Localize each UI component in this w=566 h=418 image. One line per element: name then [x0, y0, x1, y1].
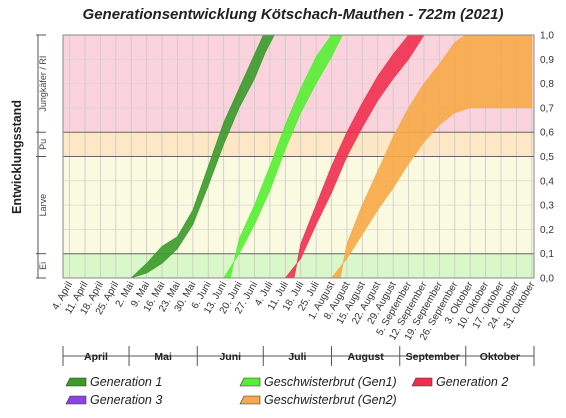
legend-swatch: [65, 395, 87, 405]
y-tick-label: 0,3: [540, 201, 554, 212]
legend-label: Generation 3: [90, 393, 162, 407]
y-tick-label: 0,6: [540, 128, 554, 139]
plot-frame: [62, 34, 535, 279]
stage-label: Larve: [38, 194, 48, 217]
y-tick-label: 0,1: [540, 249, 554, 260]
month-label: Juni: [219, 351, 241, 363]
legend-swatch: [411, 377, 433, 387]
legend-swatch: [65, 377, 87, 387]
month-label: Juli: [288, 351, 306, 363]
y-tick-label: 0,4: [540, 176, 554, 187]
y-tick-label: 1,0: [540, 31, 554, 42]
month-label: Oktober: [480, 351, 520, 363]
stage-label: Pu: [38, 139, 48, 150]
y-tick-label: 0,9: [540, 55, 554, 66]
series-area-1: [223, 34, 343, 279]
y-tick-label: 0,8: [540, 79, 554, 90]
y-tick-label: 0,0: [540, 274, 554, 285]
stage-label: Ei: [38, 262, 48, 270]
y-axis-label: Entwicklungsstand: [10, 100, 24, 214]
month-label: August: [348, 351, 385, 363]
legend-label: Geschwisterbrut (Gen2): [264, 393, 397, 407]
chart-title: Generationsentwicklung Kötschach-Mauthen…: [83, 6, 504, 23]
series-area-2: [284, 34, 425, 279]
legend-swatch: [239, 377, 261, 387]
y-tick-label: 0,7: [540, 103, 554, 114]
legend-label: Geschwisterbrut (Gen1): [264, 375, 397, 389]
month-label: September: [406, 351, 460, 363]
month-label: Mai: [154, 351, 172, 363]
legend-label: Generation 1: [90, 375, 162, 389]
stage-band-2: [63, 132, 534, 157]
stage-label: Jungkäfer / RI: [38, 56, 48, 112]
y-tick-label: 0,5: [540, 152, 554, 163]
y-tick-label: 0,2: [540, 225, 554, 236]
legend-label: Generation 2: [436, 375, 508, 389]
month-label: April: [84, 351, 108, 363]
legend-swatch: [239, 395, 261, 405]
series-area-4: [330, 34, 533, 279]
